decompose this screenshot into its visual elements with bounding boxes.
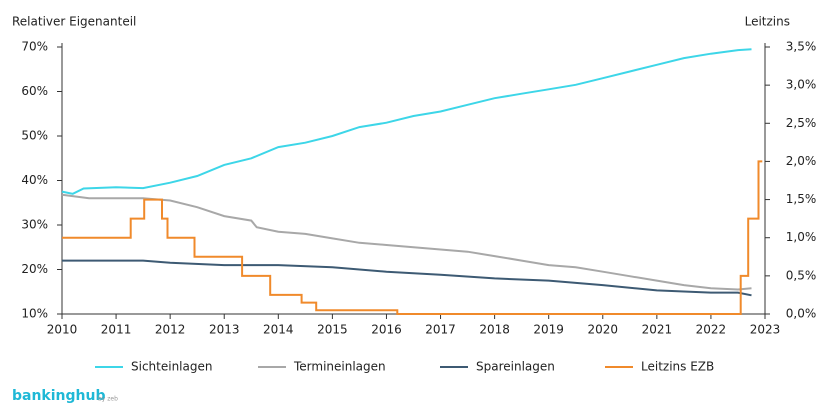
y-tick-label: 10%: [21, 307, 48, 321]
x-tick-label: 2017: [425, 323, 456, 337]
y2-tick-label: 1,0%: [786, 230, 817, 244]
legend-label: Sichteinlagen: [131, 360, 212, 374]
series-line: [61, 48, 752, 195]
x-tick-label: 2019: [533, 323, 564, 337]
x-tick-label: 2016: [371, 323, 402, 337]
series-line: [61, 193, 752, 291]
series-line: [62, 259, 752, 297]
x-tick-label: 2014: [263, 323, 294, 337]
x-tick-label: 2021: [642, 323, 673, 337]
x-tick-label: 2015: [317, 323, 348, 337]
y-tick-label: 40%: [21, 173, 48, 187]
y-tick-label: 70%: [21, 40, 48, 54]
y2-tick-label: 0,5%: [786, 268, 817, 282]
y2-tick-label: 1,5%: [786, 192, 817, 206]
legend-label: Termineinlagen: [293, 360, 386, 374]
y2-tick-label: 3,5%: [786, 40, 817, 54]
x-tick-label: 2013: [209, 323, 240, 337]
y-tick-label: 30%: [21, 218, 48, 232]
y2-axis-title: Leitzins: [745, 15, 790, 29]
brand-suffix: by zeb: [98, 396, 118, 403]
y-tick-label: 20%: [21, 262, 48, 276]
x-tick-label: 2012: [155, 323, 186, 337]
y2-tick-label: 3,0%: [786, 78, 817, 92]
y-tick-label: 60%: [21, 84, 48, 98]
x-tick-label: 2022: [696, 323, 727, 337]
y2-tick-label: 2,0%: [786, 154, 817, 168]
legend-label: Spareinlagen: [476, 360, 555, 374]
y-tick-label: 50%: [21, 129, 48, 143]
x-tick-label: 2010: [47, 323, 78, 337]
x-tick-label: 2018: [479, 323, 510, 337]
series-line: [62, 160, 763, 315]
x-tick-label: 2023: [750, 323, 781, 337]
brand-name: bankinghub: [12, 388, 106, 404]
x-tick-label: 2020: [587, 323, 618, 337]
y2-tick-label: 2,5%: [786, 116, 817, 130]
x-tick-label: 2011: [101, 323, 132, 337]
y2-tick-label: 0,0%: [786, 307, 817, 321]
legend-label: Leitzins EZB: [641, 360, 714, 374]
y-axis-title: Relativer Eigenanteil: [12, 15, 136, 29]
